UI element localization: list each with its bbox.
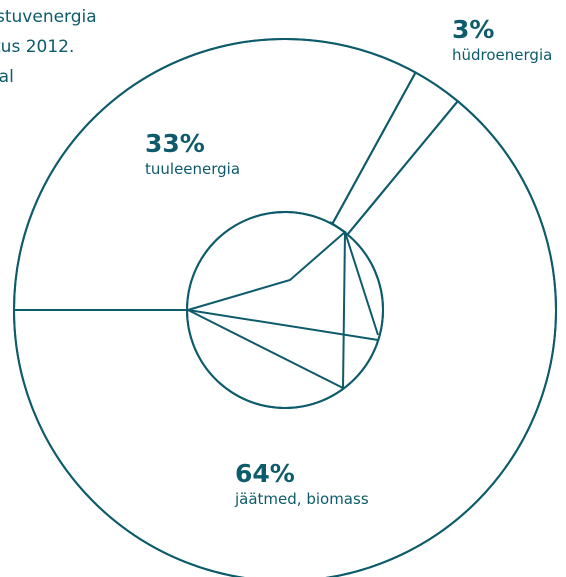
- pattern-line: [344, 231, 379, 336]
- title-line: tal: [0, 67, 14, 87]
- pattern-line: [187, 309, 379, 341]
- slice: [330, 71, 460, 236]
- category-label: tuuleenergia: [145, 160, 240, 178]
- value-label: 64%: [235, 459, 295, 488]
- title-line: tus 2012.: [0, 37, 74, 57]
- value-label: 3%: [452, 15, 494, 44]
- pattern-line: [342, 231, 346, 389]
- pattern-line: [187, 221, 347, 311]
- pattern-line: [187, 309, 344, 389]
- category-label: jäätmed, biomass: [234, 490, 369, 508]
- slice: [12, 38, 417, 311]
- category-label: hüdroenergia: [452, 46, 552, 64]
- title-line: stuvenergia: [0, 7, 97, 27]
- value-label: 33%: [145, 129, 205, 158]
- inner-pattern: [187, 221, 379, 389]
- slice: [12, 99, 557, 577]
